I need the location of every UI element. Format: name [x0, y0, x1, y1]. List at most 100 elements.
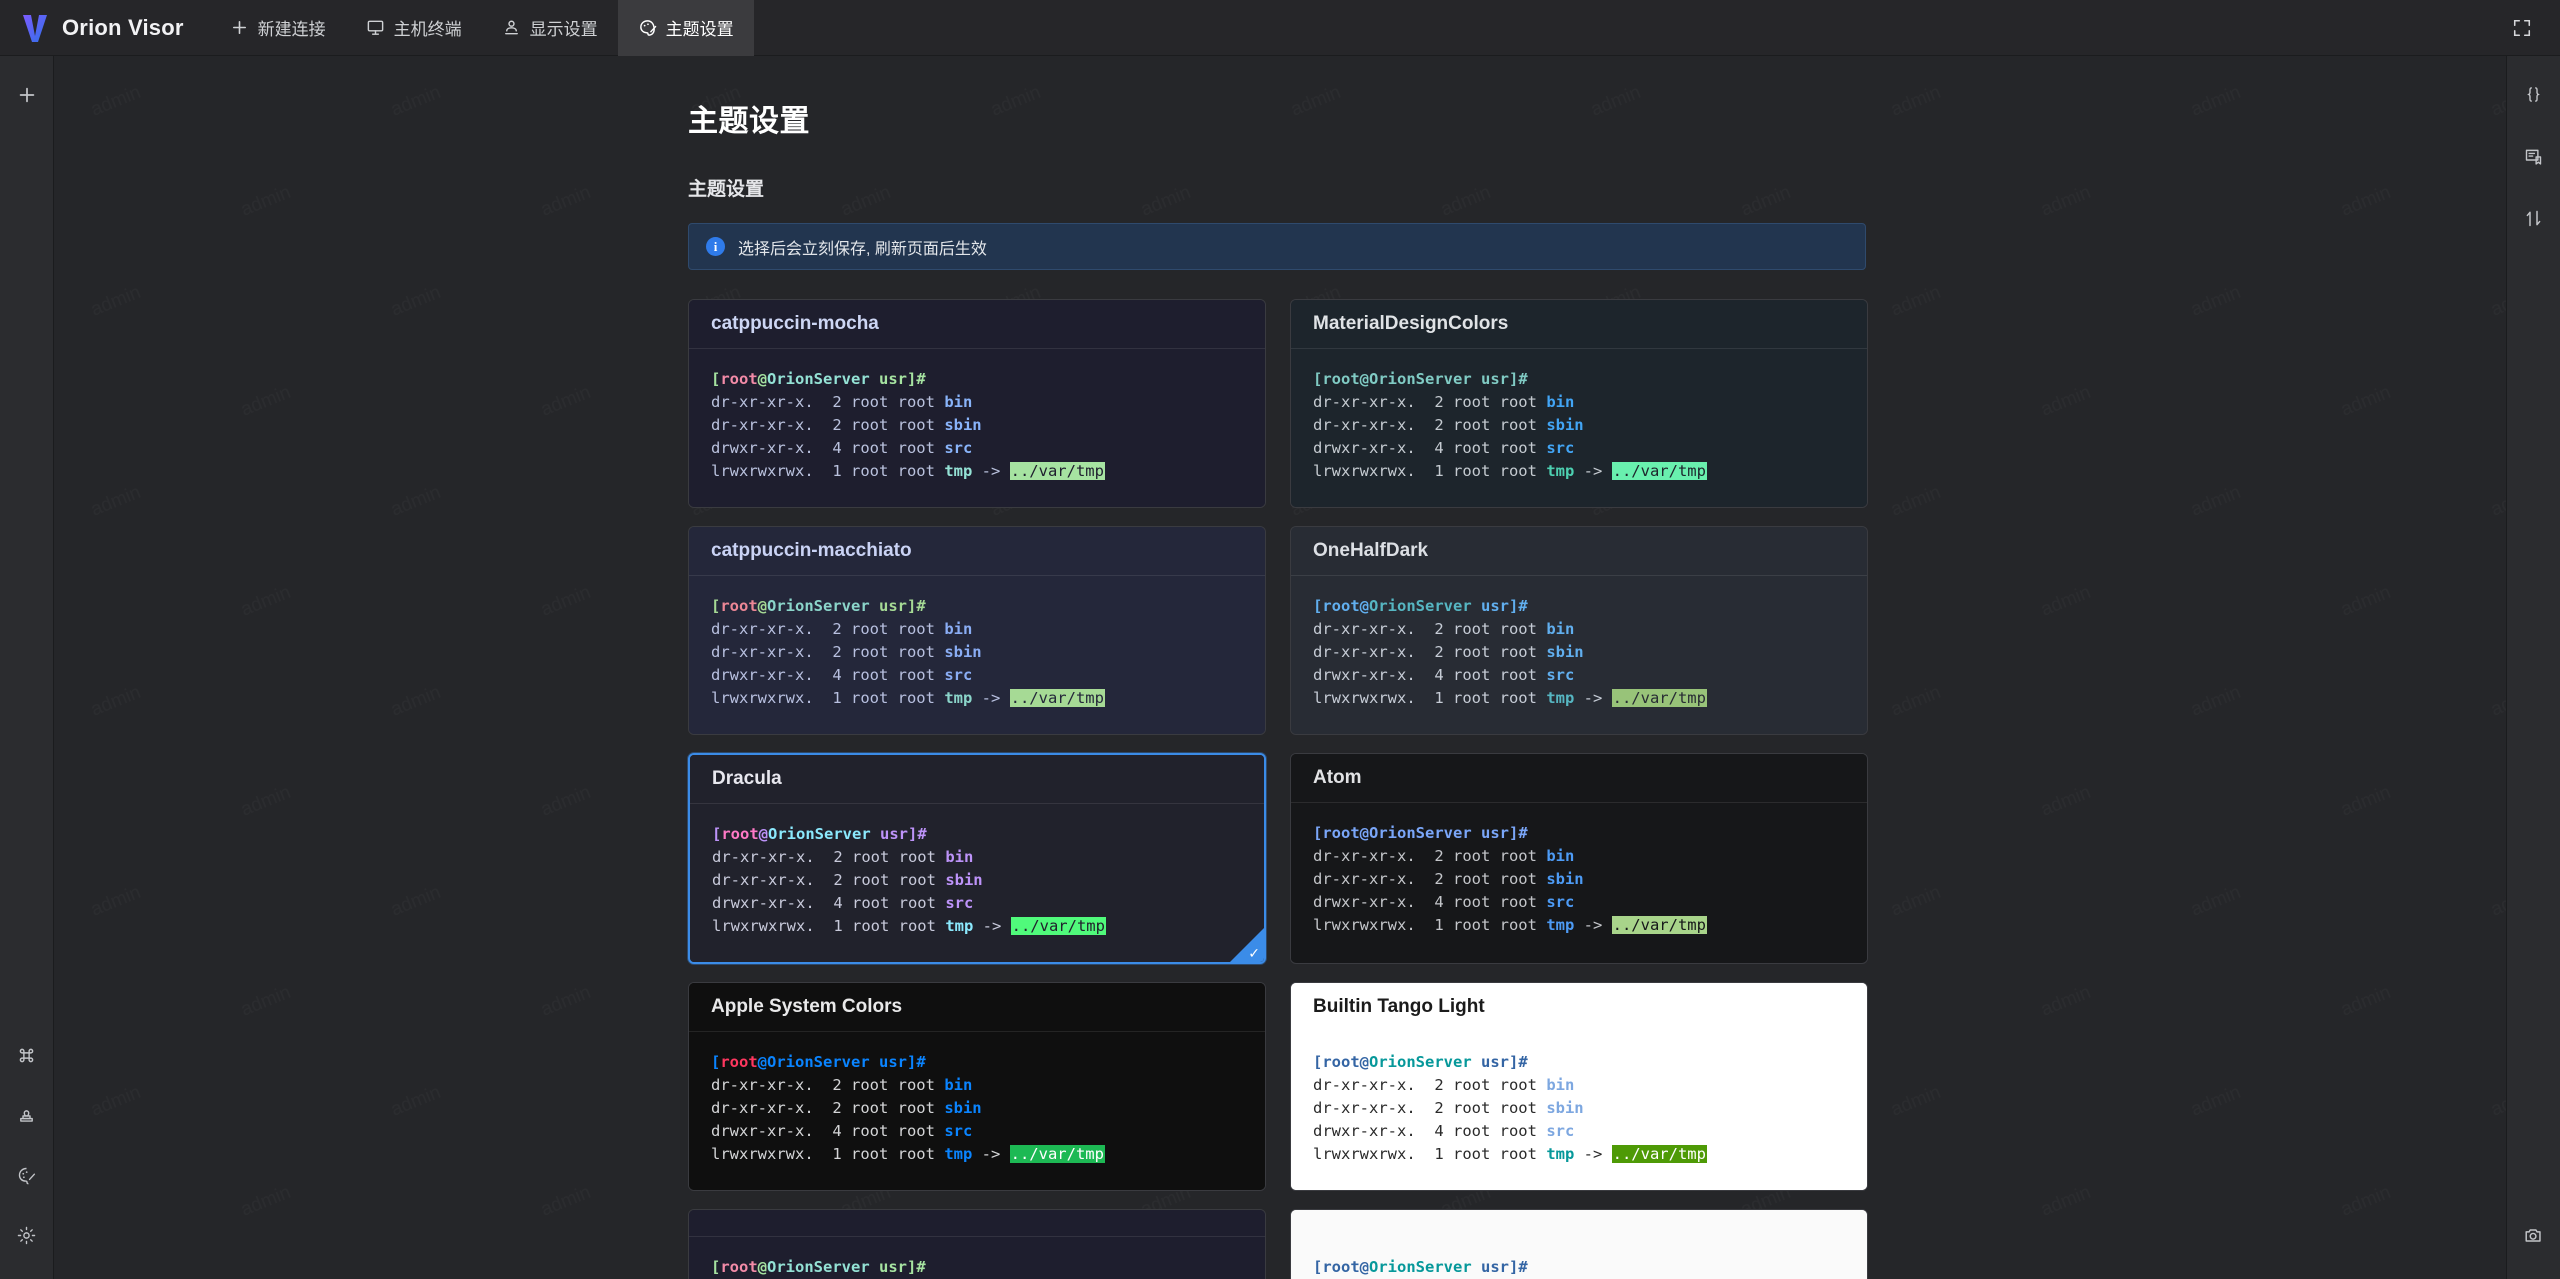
theme-card[interactable]: catppuccin-mocha [root@OrionServer usr]# d…	[688, 299, 1266, 508]
left-sidebar	[0, 56, 54, 1279]
main-content: 主题设置 主题设置 i 选择后会立刻保存, 刷新页面后生效 catppuccin…	[54, 56, 2506, 1279]
tab-new-connection[interactable]: 新建连接	[210, 0, 346, 56]
tab-theme-settings[interactable]: 主题设置	[617, 0, 754, 56]
left-sidebar-bottom	[8, 1039, 46, 1279]
palette-icon	[638, 18, 657, 37]
sidebar-shortcuts-button[interactable]	[8, 1039, 46, 1077]
sidebar-settings-button[interactable]	[8, 1219, 46, 1257]
right-sidebar	[2506, 56, 2560, 1279]
check-icon: ✓	[1248, 945, 1260, 961]
v-logo-icon	[20, 12, 50, 44]
tab-display-settings-label: 显示设置	[529, 20, 598, 39]
theme-card[interactable]: Dracula [root@OrionServer usr]# dr-xr-xr-x…	[688, 753, 1266, 964]
terminal-row: drwxr-xr-x. 4 root root src	[1313, 1122, 1575, 1140]
terminal-prompt-line: [root@OrionServer usr]#	[711, 1258, 926, 1276]
theme-card[interactable]: Apple System Colors [root@OrionServer usr…	[688, 982, 1266, 1191]
fullscreen-icon[interactable]	[2502, 8, 2542, 48]
terminal-prompt-line: [root@OrionServer usr]#	[711, 597, 926, 615]
sidebar-screenshot-button[interactable]	[2515, 1219, 2553, 1257]
sidebar-notes-button[interactable]	[2515, 140, 2553, 178]
terminal-row: dr-xr-xr-x. 2 root root bin	[711, 393, 973, 411]
terminal-row: drwxr-xr-x. 4 root root src	[711, 439, 973, 457]
terminal-row: dr-xr-xr-x. 2 root root bin	[712, 848, 974, 866]
theme-card-grid: catppuccin-mocha [root@OrionServer usr]# d…	[688, 299, 1868, 1279]
terminal-row: dr-xr-xr-x. 2 root root bin	[1313, 620, 1575, 638]
plus-icon	[230, 18, 249, 37]
theme-card-title: Apple System Colors	[689, 983, 1265, 1032]
brand-name: Orion Visor	[62, 14, 184, 40]
sidebar-new-session-button[interactable]	[8, 78, 46, 116]
theme-card-terminal-preview: [root@OrionServer usr]#dr-xr-xr-x. 2 roo…	[690, 804, 1264, 962]
theme-card-title: catppuccin-macchiato	[689, 527, 1265, 576]
theme-card-terminal-preview: [root@OrionServer usr]# dr-xr-xr-x. 2 roo…	[689, 576, 1265, 734]
theme-card[interactable]: Builtin Tango Light [root@OrionServer usr…	[1290, 982, 1868, 1191]
brand: Orion Visor	[0, 12, 210, 44]
terminal-row: dr-xr-xr-x. 2 root root bin	[1313, 847, 1575, 865]
top-bar: Orion Visor 新建连接 主机终端	[0, 0, 2560, 56]
terminal-row: dr-xr-xr-x. 2 root root bin	[1313, 393, 1575, 411]
theme-card-title	[689, 1210, 1265, 1237]
terminal-row: drwxr-xr-x. 4 root root src	[1313, 666, 1575, 684]
terminal-row: lrwxrwxrwx. 1 root root tmp -> ../var/tm…	[1313, 1145, 1707, 1163]
theme-card-title: Atom	[1291, 754, 1867, 803]
terminal-row: lrwxrwxrwx. 1 root root tmp -> ../var/tm…	[711, 1145, 1105, 1163]
terminal-row: lrwxrwxrwx. 1 root root tmp -> ../var/tm…	[1313, 462, 1707, 480]
terminal-row: dr-xr-xr-x. 2 root root sbin	[1313, 416, 1584, 434]
sidebar-theme-button[interactable]	[8, 1159, 46, 1197]
tab-host-terminal-label: 主机终端	[393, 20, 462, 39]
terminal-prompt-line: [root@OrionServer usr]#	[1313, 370, 1528, 388]
theme-card-terminal-preview: [root@OrionServer usr]# dr-xr-xr-x. 2 roo…	[1291, 576, 1867, 734]
theme-card[interactable]: [root@OrionServer usr]#dr-xr-xr-x. 2 roo…	[688, 1209, 1266, 1279]
terminal-prompt-line: [root@OrionServer usr]#	[711, 1053, 926, 1071]
terminal-row: dr-xr-xr-x. 2 root root bin	[711, 1076, 973, 1094]
terminal-row: dr-xr-xr-x. 2 root root sbin	[711, 416, 982, 434]
sidebar-snippets-button[interactable]	[2515, 78, 2553, 116]
terminal-prompt-line: [root@OrionServer usr]#	[1313, 1258, 1528, 1276]
tab-host-terminal[interactable]: 主机终端	[346, 0, 482, 56]
page-title: 主题设置	[688, 105, 810, 138]
palette-icon	[16, 1165, 37, 1191]
left-sidebar-top	[8, 56, 46, 116]
terminal-row: drwxr-xr-x. 4 root root src	[711, 666, 973, 684]
theme-card-terminal-preview: [root@OrionServer usr]# dr-xr-xr-x. 2 roo…	[689, 1032, 1265, 1190]
tab-display-settings[interactable]: 显示设置	[482, 0, 618, 56]
theme-card[interactable]: catppuccin-macchiato [root@OrionServer us…	[688, 526, 1266, 735]
display-settings-icon	[502, 18, 521, 37]
terminal-prompt-line: [root@OrionServer usr]#	[1313, 597, 1528, 615]
terminal-row: lrwxrwxrwx. 1 root root tmp -> ../var/tm…	[1313, 689, 1707, 707]
theme-card-terminal-preview: [root@OrionServer usr]# dr-xr-xr-x. 2 roo…	[689, 349, 1265, 507]
sidebar-identity-button[interactable]	[8, 1099, 46, 1137]
terminal-row: dr-xr-xr-x. 2 root root sbin	[1313, 643, 1584, 661]
theme-card-title: OneHalfDark	[1291, 527, 1867, 576]
info-icon: i	[706, 237, 725, 256]
theme-card[interactable]: [root@OrionServer usr]#dr-xr-xr-x. 2 roo…	[1290, 1209, 1868, 1279]
right-sidebar-bottom	[2515, 1219, 2553, 1279]
right-sidebar-top	[2515, 56, 2553, 240]
tab-theme-settings-label: 主题设置	[665, 20, 734, 39]
info-alert: i 选择后会立刻保存, 刷新页面后生效	[688, 223, 1866, 270]
theme-card-title: MaterialDesignColors	[1291, 300, 1867, 349]
terminal-row: dr-xr-xr-x. 2 root root sbin	[1313, 1099, 1584, 1117]
terminal-row: drwxr-xr-x. 4 root root src	[712, 894, 974, 912]
theme-card[interactable]: OneHalfDark [root@OrionServer usr]# dr-xr-…	[1290, 526, 1868, 735]
terminal-row: lrwxrwxrwx. 1 root root tmp -> ../var/tm…	[1313, 916, 1707, 934]
terminal-row: lrwxrwxrwx. 1 root root tmp -> ../var/tm…	[711, 689, 1105, 707]
terminal-row: lrwxrwxrwx. 1 root root tmp -> ../var/tm…	[712, 917, 1106, 935]
terminal-row: drwxr-xr-x. 4 root root src	[1313, 893, 1575, 911]
tab-new-connection-label: 新建连接	[257, 20, 326, 39]
terminal-row: drwxr-xr-x. 4 root root src	[711, 1122, 973, 1140]
terminal-prompt-line: [root@OrionServer usr]#	[711, 370, 926, 388]
note-bookmark-icon	[2523, 146, 2544, 172]
theme-card-terminal-preview: [root@OrionServer usr]#dr-xr-xr-x. 2 roo…	[1291, 803, 1867, 961]
theme-card[interactable]: Atom [root@OrionServer usr]# dr-xr-xr-x. 2…	[1290, 753, 1868, 964]
theme-card-terminal-preview: [root@OrionServer usr]#dr-xr-xr-x. 2 roo…	[1291, 1032, 1867, 1190]
sidebar-transfer-button[interactable]	[2515, 202, 2553, 240]
terminal-row: dr-xr-xr-x. 2 root root bin	[711, 620, 973, 638]
command-icon	[16, 1045, 37, 1071]
info-alert-text: 选择后会立刻保存, 刷新页面后生效	[738, 240, 987, 258]
theme-card[interactable]: MaterialDesignColors [root@OrionServer us…	[1290, 299, 1868, 508]
theme-card-terminal-preview: [root@OrionServer usr]#dr-xr-xr-x. 2 roo…	[1291, 1237, 1867, 1279]
terminal-row: dr-xr-xr-x. 2 root root bin	[1313, 1076, 1575, 1094]
gear-icon	[16, 1225, 37, 1251]
camera-icon	[2523, 1225, 2545, 1252]
